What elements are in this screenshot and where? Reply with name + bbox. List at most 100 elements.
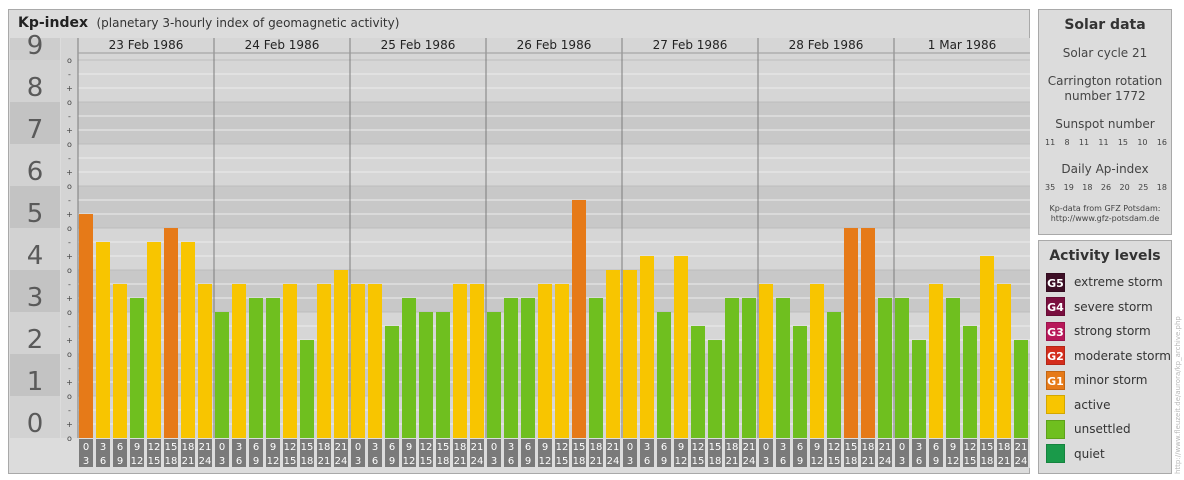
x-tick-box: [929, 439, 943, 467]
ap-1: 19: [1063, 183, 1074, 192]
y-sublabel: +: [66, 294, 73, 303]
x-tick-end: 12: [947, 456, 960, 467]
x-tick-box: [691, 439, 705, 467]
y-tick-label: 7: [27, 115, 44, 145]
x-tick-end: 6: [644, 456, 650, 467]
x-tick-box: [1014, 439, 1028, 467]
x-tick-end: 24: [607, 456, 620, 467]
kp-bar: [385, 325, 399, 438]
x-tick-end: 3: [83, 456, 89, 467]
solar-data-title: Solar data: [1064, 17, 1146, 33]
sunspot-3: 11: [1098, 138, 1109, 147]
x-tick-start: 6: [253, 442, 259, 453]
x-tick-box: [198, 439, 212, 467]
legend-item: G4 severe storm: [1046, 297, 1153, 317]
x-tick-box: [419, 439, 433, 467]
y-sublabel: o: [67, 350, 72, 359]
x-tick-end: 18: [981, 456, 994, 467]
y-sublabel: o: [67, 224, 72, 233]
x-tick-box: [810, 439, 824, 467]
y-sublabel: -: [68, 364, 71, 373]
x-tick-end: 15: [148, 456, 161, 467]
sunspot-6: 16: [1156, 138, 1167, 147]
y-band: [10, 60, 60, 102]
y-sublabel: +: [66, 420, 73, 429]
x-tick-start: 15: [709, 442, 722, 453]
x-tick-box: [742, 439, 756, 467]
legend-label: strong storm: [1074, 324, 1151, 338]
legend-label: severe storm: [1074, 299, 1153, 314]
legend-label: active: [1074, 397, 1111, 412]
x-tick-box: [895, 439, 909, 467]
y-tick-label: 8: [27, 73, 44, 103]
y-sublabel: o: [67, 434, 72, 443]
x-tick-start: 3: [780, 442, 786, 453]
x-tick-start: 6: [797, 442, 803, 453]
kp-bar: [181, 241, 195, 438]
x-tick-end: 18: [709, 456, 722, 467]
x-tick-start: 6: [389, 442, 395, 453]
x-tick-start: 15: [165, 442, 178, 453]
x-tick-start: 21: [335, 442, 348, 453]
sunspot-5: 10: [1137, 138, 1148, 147]
x-tick-end: 9: [117, 456, 123, 467]
x-tick-box: [232, 439, 246, 467]
legend-swatch: [1046, 419, 1065, 439]
kp-bar: [572, 199, 586, 438]
kp-bar: [725, 298, 739, 438]
kp-bar: [368, 283, 382, 438]
x-tick-end: 6: [780, 456, 786, 467]
y-sublabel: +: [66, 168, 73, 177]
x-tick-start: 18: [726, 442, 739, 453]
legend-swatch: [1046, 395, 1065, 414]
x-tick-end: 21: [454, 456, 467, 467]
x-tick-end: 12: [403, 456, 416, 467]
x-tick-start: 15: [573, 442, 586, 453]
y-band: [10, 312, 60, 354]
kp-bar: [929, 283, 943, 438]
day-label: 26 Feb 1986: [517, 38, 592, 52]
x-tick-box: [300, 439, 314, 467]
x-tick-start: 3: [508, 442, 514, 453]
solar-data-panel: Solar data Solar cycle 21 Carrington rot…: [1038, 9, 1172, 235]
x-tick-end: 9: [253, 456, 259, 467]
ap-0: 35: [1045, 183, 1056, 192]
x-tick-box: [521, 439, 535, 467]
x-tick-start: 6: [661, 442, 667, 453]
x-tick-start: 9: [134, 442, 140, 453]
kp-bar: [980, 256, 994, 438]
legend-item: G1 minor storm: [1046, 370, 1147, 390]
x-tick-box: [708, 439, 722, 467]
legend-item: G2 moderate storm: [1046, 346, 1171, 366]
x-tick-end: 21: [726, 456, 739, 467]
x-tick-end: 24: [335, 456, 348, 467]
source-watermark: http://www.fleuzeit.de/aurora/kp_archive…: [1174, 316, 1182, 474]
x-tick-start: 12: [148, 442, 161, 453]
x-tick-start: 21: [743, 442, 756, 453]
sunspot-values: 11 8 11 11 15 10 16: [1039, 138, 1171, 147]
kp-bar: [895, 298, 909, 438]
x-tick-end: 18: [437, 456, 450, 467]
x-tick-start: 18: [182, 442, 195, 453]
x-tick-box: [470, 439, 484, 467]
x-tick-box: [997, 439, 1011, 467]
x-tick-start: 12: [828, 442, 841, 453]
x-tick-box: [555, 439, 569, 467]
y-sublabel: +: [66, 210, 73, 219]
x-tick-end: 15: [556, 456, 569, 467]
kp-bar: [198, 283, 212, 438]
kp-bar: [266, 298, 280, 438]
x-tick-start: 18: [318, 442, 331, 453]
x-tick-start: 0: [355, 442, 361, 453]
ap-6: 18: [1156, 183, 1167, 192]
x-tick-start: 0: [83, 442, 89, 453]
day-label: 28 Feb 1986: [789, 38, 864, 52]
kp-bar: [351, 283, 365, 438]
kp-bar: [776, 298, 790, 438]
kp-bar: [130, 298, 144, 438]
credit-line1: Kp-data from GFZ Potsdam:: [1049, 204, 1161, 213]
day-label: 23 Feb 1986: [109, 38, 184, 52]
x-tick-start: 21: [1015, 442, 1028, 453]
x-tick-start: 9: [406, 442, 412, 453]
legend-item: unsettled: [1046, 419, 1131, 439]
